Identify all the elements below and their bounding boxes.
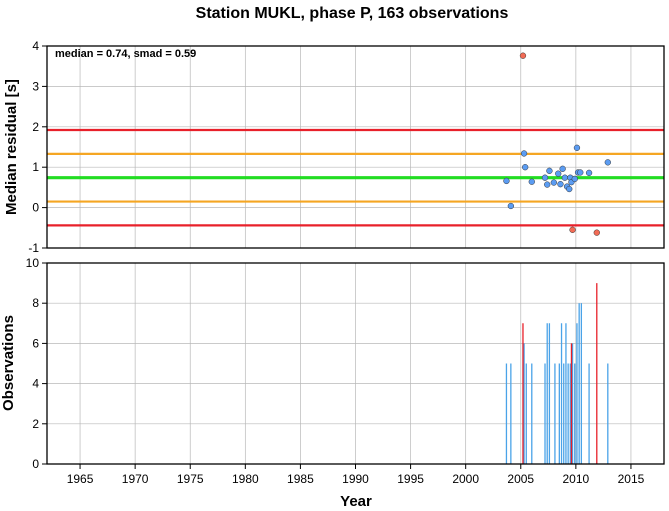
residual-grid [47,45,664,249]
residual-y-tick-label: 1 [32,160,39,174]
observations-y-tick-label: 8 [32,296,39,310]
x-tick-label: 2000 [452,472,479,486]
residual-point [550,179,557,186]
observations-y-tick-label: 6 [32,336,39,350]
residual-point [593,229,600,236]
observations-ticks: 1965 1970 1975 1980 1985 1990 1995 2000 2005 2010… [26,256,645,486]
residual-point [519,52,527,59]
residual-point [571,175,578,183]
residual-y-label: Median residual [s] [3,79,20,215]
x-axis-label: Year [340,493,372,510]
residual-y-tick-label: 4 [32,39,39,53]
residual-point [561,174,568,181]
x-tick-label: 1990 [342,472,369,486]
residual-point [577,169,584,176]
x-tick-label: 2005 [507,472,534,486]
residual-point [604,159,611,166]
residual-y-tick-label: -1 [28,241,39,255]
observation-bars [505,283,609,464]
residual-point [546,167,553,174]
observations-y-label: Observations [0,315,17,411]
x-tick-label: 1970 [122,472,149,486]
residual-point [566,185,573,193]
observations-y-tick-label: 2 [32,417,39,431]
residual-point [507,202,515,210]
observations-panel: 1965 1970 1975 1980 1985 1990 1995 2000 2005 2010… [0,256,665,510]
residual-point [559,165,566,172]
x-tick-label: 1980 [232,472,259,486]
chart-title: Station MUKL, phase P, 163 observations [196,5,509,22]
x-tick-label: 1965 [67,472,94,486]
residual-y-tick-label: 2 [32,120,39,134]
residual-point [544,181,551,188]
residual-point [541,174,549,181]
residual-point [522,164,529,171]
residual-frame [46,45,665,249]
residual-ticks: -1 0 1 2 3 4 [28,39,47,255]
residual-point [520,150,528,157]
residual-point [573,144,581,151]
residual-y-tick-label: 0 [32,201,39,215]
observations-y-tick-label: 4 [32,377,39,391]
x-tick-label: 2010 [563,472,590,486]
residual-point [557,181,564,188]
x-tick-label: 1985 [287,472,314,486]
residual-point [585,169,593,177]
x-tick-label: 1975 [177,472,204,486]
residual-points [503,52,611,236]
residual-panel: -1 0 1 2 3 4 median = 0.74, smad = 0.59 Media… [3,39,665,255]
stat-annotation: median = 0.74, smad = 0.59 [55,48,196,60]
observations-y-tick-label: 10 [26,256,40,270]
x-tick-label: 1995 [397,472,424,486]
residual-point [555,170,562,177]
residual-point [528,178,535,185]
x-tick-label: 2015 [618,472,645,486]
residual-point [569,226,576,233]
observations-y-tick-label: 0 [32,457,39,471]
residual-y-tick-label: 3 [32,79,39,93]
reference-lines [47,128,664,227]
residual-point [503,177,510,185]
